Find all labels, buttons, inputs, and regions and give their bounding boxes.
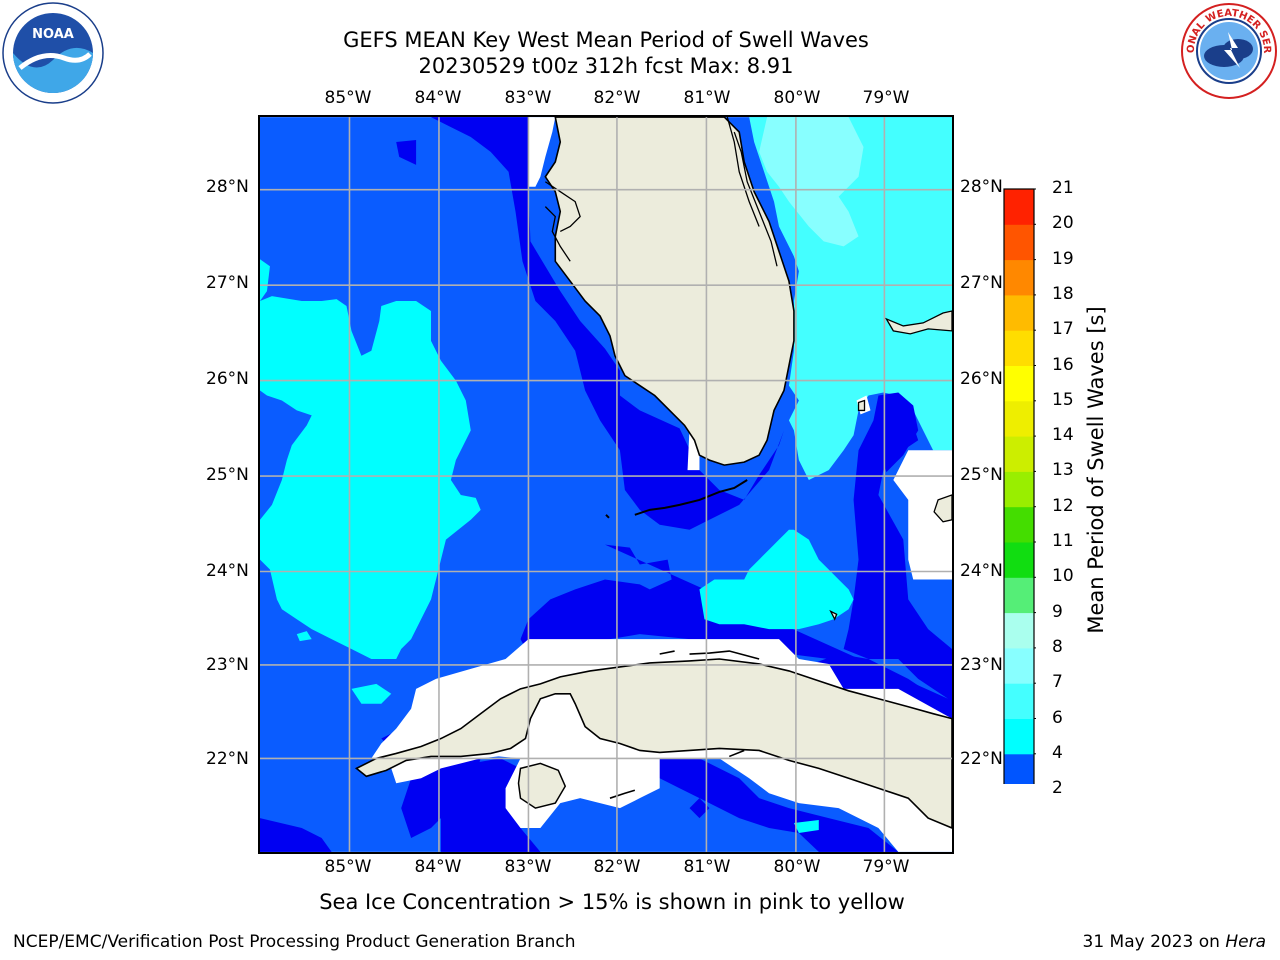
colorbar-tick-label: 13 [1052, 460, 1074, 481]
colorbar-graphic [1002, 188, 1038, 817]
colorbar-tick-label: 2 [1052, 778, 1063, 799]
colorbar-swatch [1004, 612, 1034, 649]
cuba-cays [609, 650, 760, 799]
colorbar-swatch [1004, 365, 1034, 402]
colorbar-tick-label: 16 [1052, 354, 1074, 375]
lat-label-right: 22°N [960, 749, 1003, 769]
lat-label-left: 23°N [206, 655, 249, 675]
colorbar-tick-label: 19 [1052, 248, 1074, 269]
colorbar-tick-label: 14 [1052, 425, 1074, 446]
colorbar-swatch [1004, 294, 1034, 331]
land-bahamas [829, 310, 952, 621]
footer-host: Hera [1225, 932, 1266, 952]
colorbar-tick-label: 8 [1052, 636, 1063, 657]
lon-label-top: 83°W [504, 88, 552, 108]
sea-ice-note: Sea Ice Concentration > 15% is shown in … [319, 890, 905, 914]
colorbar-tick-label: 20 [1052, 213, 1074, 234]
lat-label-right: 25°N [960, 465, 1003, 485]
colorbar-tick-label: 17 [1052, 319, 1074, 340]
noaa-logo: NOAA [2, 2, 104, 104]
colorbar [1002, 188, 1038, 817]
colorbar-label: Mean Period of Swell Waves [s] [1084, 306, 1108, 634]
colorbar-swatch [1004, 259, 1034, 296]
colorbar-swatch [1004, 471, 1034, 508]
colorbar-tick-label: 18 [1052, 283, 1074, 304]
lon-label-bottom: 84°W [414, 857, 462, 877]
lat-label-right: 24°N [960, 561, 1003, 581]
lat-label-left: 28°N [206, 177, 249, 197]
colorbar-swatch [1004, 718, 1034, 755]
colorbar-swatch [1004, 683, 1034, 719]
colorbar-tick-label: 9 [1052, 601, 1063, 622]
colorbar-swatch [1004, 506, 1034, 543]
footer-date-text: 31 May 2023 on [1082, 932, 1226, 952]
colorbar-tick-label: 12 [1052, 495, 1074, 516]
colorbar-swatch [1004, 189, 1034, 225]
lat-label-left: 25°N [206, 465, 249, 485]
lon-label-bottom: 79°W [862, 857, 910, 877]
lat-label-left: 27°N [206, 273, 249, 293]
colorbar-tick-label: 21 [1052, 178, 1074, 198]
lon-label-bottom: 83°W [504, 857, 552, 877]
colorbar-swatch [1004, 400, 1034, 437]
colorbar-swatch [1004, 542, 1034, 578]
lat-label-left: 26°N [206, 369, 249, 389]
lon-label-top: 79°W [862, 88, 910, 108]
lon-label-top: 81°W [683, 88, 731, 108]
pale-cyan-regions [759, 117, 864, 247]
lon-label-top: 80°W [773, 88, 821, 108]
colorbar-tick-label: 15 [1052, 389, 1074, 410]
florida-keys [605, 479, 748, 519]
colorbar-swatch [1004, 436, 1034, 472]
lat-label-right: 27°N [960, 273, 1003, 293]
lon-label-top: 84°W [414, 88, 462, 108]
noaa-logo-text: NOAA [32, 27, 74, 42]
colorbar-swatch [1004, 647, 1034, 684]
cyan-regions [260, 259, 854, 833]
graticule [260, 117, 952, 852]
lat-label-left: 24°N [206, 561, 249, 581]
chart-title: GEFS MEAN Key West Mean Period of Swell … [343, 28, 869, 52]
nws-logo: NATIONAL WEATHER SERVICE [1176, 0, 1278, 100]
colorbar-tick-label: 4 [1052, 742, 1063, 763]
footer-credit: NCEP/EMC/Verification Post Processing Pr… [13, 932, 576, 952]
colorbar-swatch [1004, 577, 1034, 614]
map-panel [258, 115, 954, 854]
lon-label-bottom: 81°W [683, 857, 731, 877]
lat-label-right: 28°N [960, 177, 1003, 197]
lon-label-bottom: 85°W [324, 857, 372, 877]
colorbar-swatch [1004, 330, 1034, 366]
lon-label-bottom: 80°W [773, 857, 821, 877]
colorbar-tick-label: 10 [1052, 566, 1074, 587]
colorbar-swatch [1004, 224, 1034, 261]
colorbar-tick-label: 7 [1052, 672, 1063, 693]
lon-label-top: 82°W [593, 88, 641, 108]
map-canvas [260, 117, 952, 852]
colorbar-tick-label: 6 [1052, 707, 1063, 728]
lat-label-left: 22°N [206, 749, 249, 769]
land-isla-juventud [517, 762, 567, 809]
colorbar-tick-label: 11 [1052, 531, 1074, 551]
chart-subtitle: 20230529 t00z 312h fcst Max: 8.91 [418, 54, 794, 78]
land-florida [544, 117, 795, 466]
footer-date: 31 May 2023 on Hera [1083, 932, 1267, 952]
lon-label-bottom: 82°W [593, 857, 641, 877]
lat-label-right: 23°N [960, 655, 1003, 675]
lon-label-top: 85°W [324, 88, 372, 108]
lat-label-right: 26°N [960, 369, 1003, 389]
colorbar-swatch [1004, 753, 1034, 790]
